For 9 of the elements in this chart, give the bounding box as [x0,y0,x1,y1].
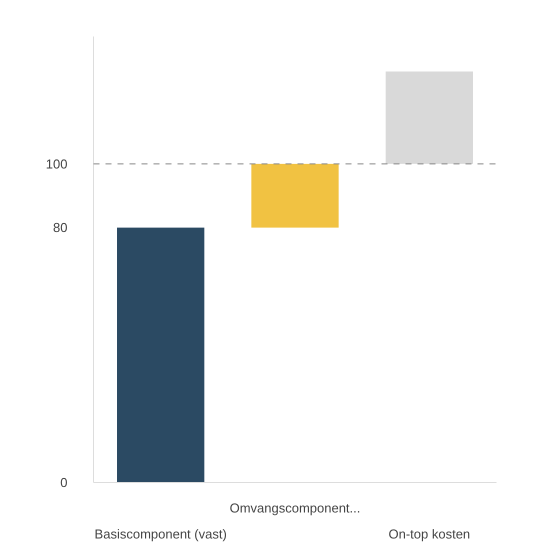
bar [251,164,339,228]
x-tick-label: On-top kosten [388,526,470,542]
y-tick-label: 100 [46,156,68,172]
y-tick-label: 80 [53,220,68,236]
x-tick-label: Basiscomponent (vast) [94,526,227,542]
bar [117,228,204,482]
bar [386,72,473,164]
x-tick-label: Omvangscomponent... [230,500,360,516]
y-tick-label: 0 [60,475,68,490]
